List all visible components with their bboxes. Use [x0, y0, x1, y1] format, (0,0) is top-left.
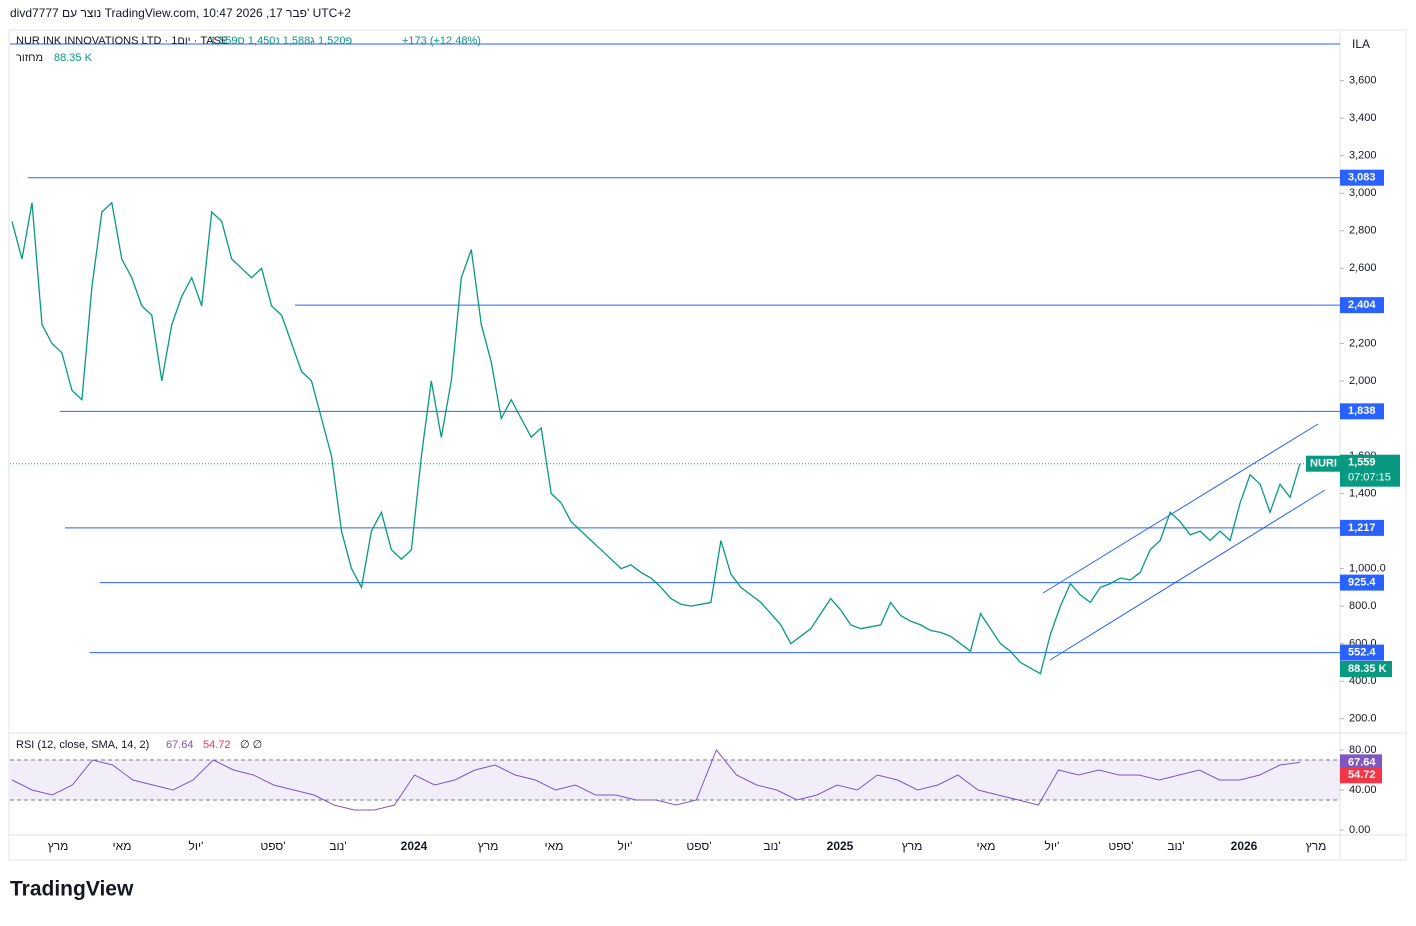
level-label-box — [1340, 644, 1384, 661]
level-label-box — [1340, 297, 1384, 314]
countdown: 07:07:15 — [1348, 472, 1391, 484]
y-tick-label: 3,400 — [1349, 112, 1377, 124]
x-tick-label: נוב' — [329, 839, 346, 853]
x-tick-label: מאי — [545, 839, 564, 853]
x-tick-label: מאי — [977, 839, 996, 853]
x-tick-label: מרץ — [48, 839, 69, 853]
rsi-na: ∅ ∅ — [240, 739, 262, 751]
level-label: 925.4 — [1348, 577, 1376, 589]
x-tick-label: 2026 — [1231, 839, 1258, 853]
rsi-sma-value: 54.72 — [203, 739, 231, 751]
rsi-last-label: 67.64 — [1348, 756, 1376, 768]
last-price-box — [1340, 454, 1400, 487]
rsi-value: 67.64 — [166, 739, 194, 751]
symbol-tag-text: NURI — [1310, 458, 1337, 470]
ohlc: פ1,520 ג1,588 נ1,450 ס1,559 — [210, 35, 352, 47]
brand: TradingView — [10, 878, 134, 901]
level-label-box — [1340, 574, 1384, 591]
x-tick-label: נוב' — [1167, 839, 1184, 853]
x-tick-label: ספט' — [260, 839, 285, 853]
y-tick-label: 2,200 — [1349, 337, 1377, 349]
level-label-box — [1340, 519, 1384, 536]
x-tick-label: 2024 — [401, 839, 428, 853]
volume-last: 88.35 K — [1348, 663, 1387, 675]
x-tick-label: מרץ — [478, 839, 499, 853]
volume-box — [1340, 661, 1392, 677]
x-tick-label: 2025 — [827, 839, 854, 853]
y-tick-label: 3,200 — [1349, 150, 1377, 162]
level-label: 1,217 — [1348, 522, 1376, 534]
x-tick-label: יול' — [1045, 839, 1060, 853]
rsi-line — [11, 749, 1301, 811]
change: +173 (+12.48%) — [402, 35, 481, 47]
x-tick-label: ספט' — [1108, 839, 1133, 853]
y-tick-label: 2,000 — [1349, 375, 1377, 387]
level-label-box — [1340, 403, 1384, 420]
y-tick-label: 3,600 — [1349, 75, 1377, 87]
level-label: 1,838 — [1348, 405, 1376, 417]
rsi-tick-label: 0.00 — [1349, 824, 1370, 836]
channel-line — [1042, 423, 1319, 594]
y-tick-label: 200.0 — [1349, 713, 1377, 725]
y-tick-label: 1,000.0 — [1349, 563, 1386, 575]
level-label-box — [1340, 169, 1384, 186]
rsi-tick-label: 80.00 — [1349, 744, 1377, 756]
volume-label: מחזור — [16, 52, 43, 64]
x-tick-label: מרץ — [902, 839, 923, 853]
last-price: 1,559 — [1348, 457, 1376, 469]
x-tick-label: יול' — [618, 839, 633, 853]
rsi-title: RSI (12, close, SMA, 14, 2) — [16, 739, 149, 751]
author-line: divd7777 נוצר עם TradingView.com, 10:47 … — [10, 6, 351, 20]
rsi-last-box — [1340, 754, 1382, 771]
rsi-band — [10, 760, 1340, 800]
y-tick-label: 2,800 — [1349, 225, 1377, 237]
x-tick-label: נוב' — [763, 839, 780, 853]
level-label: 2,404 — [1348, 299, 1376, 311]
currency: ILA — [1352, 37, 1370, 51]
y-tick-label: 3,000 — [1349, 187, 1377, 199]
symbol-tag — [1306, 455, 1340, 472]
y-tick-label: 2,600 — [1349, 262, 1377, 274]
level-label: 3,083 — [1348, 172, 1376, 184]
x-tick-label: מאי — [113, 839, 132, 853]
y-tick-label: 1,400 — [1349, 487, 1377, 499]
y-tick-label: 400.0 — [1349, 675, 1377, 687]
frame — [8, 29, 1407, 861]
y-tick-label: 800.0 — [1349, 600, 1377, 612]
channel-line — [1049, 489, 1326, 661]
x-tick-label: מרץ — [1306, 839, 1327, 853]
x-tick-label: יול' — [189, 839, 204, 853]
x-tick-label: ספט' — [686, 839, 711, 853]
rsi-tick-label: 40.00 — [1349, 784, 1377, 796]
price-line — [11, 201, 1301, 675]
volume-value: 88.35 K — [54, 52, 93, 64]
symbol: NUR INK INNOVATIONS LTD · 1יום · TASE — [16, 35, 228, 47]
level-label: 552.4 — [1348, 647, 1376, 659]
rsi-sma-box — [1340, 767, 1382, 784]
rsi-sma-label: 54.72 — [1348, 769, 1376, 781]
